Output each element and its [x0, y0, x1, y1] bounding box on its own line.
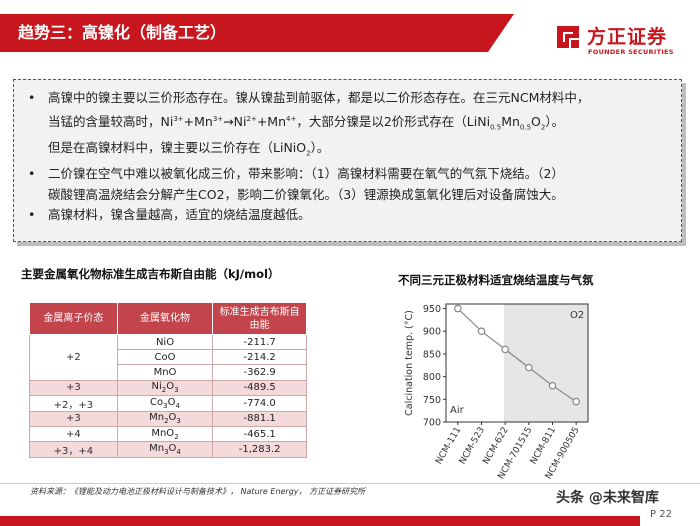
bullet-dot-icon: •	[28, 207, 36, 223]
table-row: +4 MnO2 -465.1	[29, 425, 307, 443]
data-point	[525, 363, 533, 372]
summary-box: • 高镍中的镍主要以三价形态存在。镍从镍盐到前驱体，都是以二价形态存在。在三元N…	[13, 79, 682, 242]
cell-cation: +4	[29, 425, 118, 443]
watermark: 头条 @未来智库	[556, 490, 659, 506]
bullet-1-line-2: 当锰的含量较高时，Ni3++Mn3+→Ni2++Mn4+，大部分镍是以2价形式存…	[48, 113, 565, 132]
bullet-1-line-3: 但是在高镍材料中，镍主要以三价存在（LiNiO2）。	[48, 139, 330, 158]
data-point	[501, 345, 509, 354]
column-header-cation: 金属离子价态	[29, 302, 118, 335]
data-point	[454, 304, 462, 313]
cell-value: -214.2	[212, 349, 307, 366]
bullet-dot-icon: •	[28, 165, 36, 181]
data-point	[572, 397, 580, 406]
table-row: +3，+4 Mn3O4 -1,283.2	[29, 441, 307, 459]
gibbs-energy-table: 金属离子价态 金属氧化物 标准生成吉布斯自由能 +2 NiO -211.7 Co…	[29, 302, 307, 459]
y-tick-label: 850	[423, 349, 441, 360]
cell-oxide: Mn3O4	[116, 441, 214, 459]
bullet-2-line-2: 碳酸锂高温烧结会分解产生CO2，影响二价镍氧化。（3）锂源换成氢氧化锂后对设备腐…	[48, 186, 564, 202]
bullet-2-line-1: 二价镍在空气中难以被氧化成三价，带来影响：（1）高镍材料需要在氧气的气氛下烧结。…	[48, 165, 564, 181]
y-tick-label: 900	[423, 327, 441, 338]
column-header-gibbs: 标准生成吉布斯自由能	[212, 302, 307, 335]
cell-oxide: MnO2	[116, 425, 214, 443]
y-tick-label: 800	[423, 372, 441, 383]
data-point	[548, 381, 557, 390]
cell-oxide: Co3O4	[116, 394, 214, 412]
header-bar: 趋势三：高镍化（制备工艺）	[0, 14, 488, 52]
cell-cation: +2，+3	[29, 394, 118, 412]
y-axis-label: Calcination temp. (°C)	[404, 310, 415, 416]
region-label-o2: O2	[570, 310, 584, 321]
bullet-item-1: • 高镍中的镍主要以三价形态存在。镍从镍盐到前驱体，都是以二价形态存在。在三元N…	[24, 88, 674, 164]
cell-value: -465.1	[212, 425, 307, 443]
cell-cation: +3	[29, 410, 118, 427]
cell-oxide: Mn2O3	[116, 410, 214, 427]
cell-cation: +2	[29, 334, 118, 381]
bullet-list: • 高镍中的镍主要以三价形态存在。镍从镍盐到前驱体，都是以二价形态存在。在三元N…	[24, 88, 674, 226]
table-row: MnO -362.9	[30, 364, 307, 381]
cell-cation: +3，+4	[29, 441, 118, 459]
header-bar-tail	[488, 14, 514, 52]
series-line	[457, 308, 577, 403]
cell-oxide: MnO	[116, 364, 214, 381]
calcination-temp-chart: 700 750 800 850 900 950 Calcination temp. (°C)…	[404, 303, 589, 481]
bullet-item-2: • 二价镍在空气中难以被氧化成三价，带来影响：（1）高镍材料需要在氧气的气氛下烧…	[24, 164, 674, 205]
y-tick-label: 950	[423, 304, 441, 315]
page-title: 趋势三：高镍化（制备工艺）	[18, 23, 227, 42]
chart-title: 不同三元正极材料适宜烧结温度与气氛	[398, 273, 594, 287]
source-note: 资料来源：《锂能及动力电池正极材料设计与制备技术》， Nature Energy…	[30, 487, 366, 496]
cell-value: -489.5	[212, 379, 307, 396]
table-header-row: 金属离子价态 金属氧化物 标准生成吉布斯自由能	[29, 302, 307, 335]
logo-en-text: FOUNDER SECURITIES	[588, 48, 674, 56]
page-number: P 22	[650, 509, 672, 520]
table-row: +2 NiO -211.7	[29, 333, 307, 381]
cell-value: -881.1	[212, 410, 307, 427]
footer-divider	[0, 483, 700, 484]
founder-logo-icon	[557, 26, 579, 48]
footer-strip	[0, 516, 640, 526]
cell-oxide: CoO	[116, 349, 214, 366]
cell-oxide: Ni2O3	[116, 379, 214, 396]
y-tick-label: 700	[423, 418, 441, 429]
logo-cn-text: 方正证券	[587, 26, 668, 48]
cell-cation: +3	[29, 379, 118, 396]
bullet-3-line-1: 高镍材料，镍含量越高，适宜的烧结温度越低。	[48, 207, 311, 223]
bullet-dot-icon: •	[28, 90, 36, 105]
bullet-item-3: • 高镍材料，镍含量越高，适宜的烧结温度越低。	[24, 205, 674, 226]
table-row: +2，+3 Co3O4 -774.0	[29, 394, 307, 412]
cell-value: -1,283.2	[212, 441, 307, 459]
cell-value: -774.0	[212, 394, 307, 412]
table-row: +3 Ni2O3 -489.5	[29, 379, 307, 396]
column-header-oxide: 金属氧化物	[116, 302, 214, 335]
cell-value: -362.9	[212, 364, 307, 381]
founder-securities-logo: 方正证券 FOUNDER SECURITIES	[555, 22, 690, 62]
bullet-1-line-1: 高镍中的镍主要以三价形态存在。镍从镍盐到前驱体，都是以二价形态存在。在三元NCM…	[48, 90, 590, 105]
region-label-air: Air	[450, 405, 465, 416]
y-tick-label: 750	[423, 395, 441, 406]
table-title: 主要金属氧化物标准生成吉布斯自由能（kJ/mol）	[21, 267, 280, 281]
table-row: +3 Mn2O3 -881.1	[29, 410, 307, 427]
data-point	[477, 327, 486, 336]
cell-oxide: NiO	[116, 333, 214, 351]
cell-value: -211.7	[212, 333, 307, 351]
plot-frame	[445, 303, 589, 423]
